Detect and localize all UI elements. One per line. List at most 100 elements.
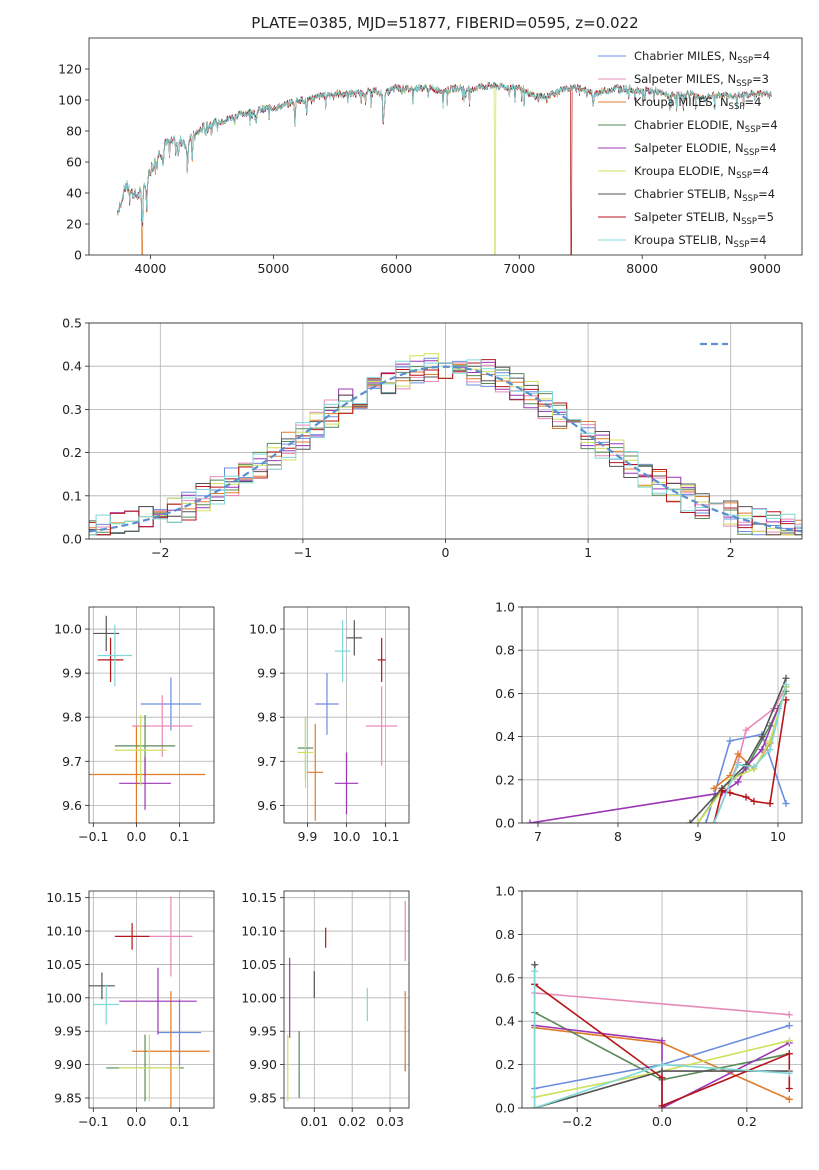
series-marker (750, 797, 758, 805)
legend-text: =5 (757, 210, 774, 224)
x-tick-label: 10 (770, 829, 786, 844)
spectrum-kroupa-stelib (116, 81, 772, 224)
series-marker (782, 681, 790, 689)
series-marker (742, 726, 750, 734)
series-marker (726, 737, 734, 745)
axes-frame (283, 890, 410, 1109)
legend-sub: SSP (737, 56, 753, 66)
x-tick-label: −1 (294, 545, 312, 560)
histogram-salpeter-stelib (89, 359, 802, 536)
y-tick-label: 0.4 (62, 359, 82, 374)
y-tick-label: 60 (66, 155, 82, 170)
plot-area (89, 615, 206, 823)
series-marker (702, 819, 710, 823)
y-tick-label: 9.95 (249, 1024, 277, 1039)
histogram-kroupa-stelib (89, 359, 802, 536)
y-tick-label: 10.05 (241, 957, 277, 972)
series-marker (785, 1050, 793, 1058)
y-tick-label: 0.4 (495, 1014, 515, 1029)
legend-text: =4 (761, 118, 778, 132)
legend-label-salpeter-elodie: Salpeter ELODIE, NSSP=4 (634, 141, 777, 158)
axes-frame (88, 37, 803, 256)
plot-area (116, 81, 772, 255)
series-line (533, 971, 790, 1108)
y-tick-label: 9.9 (257, 666, 277, 681)
y-tick-label: 10.05 (46, 957, 82, 972)
y-tick-label: 1.0 (495, 884, 515, 899)
y-tick-label: 0.5 (62, 316, 82, 331)
y-tick-label: 9.95 (54, 1024, 82, 1039)
panel-age_vs_Z: −0.1 0.0 0.1 9.6 9.7 9.8 9.9 10.0 (54, 606, 215, 844)
series-marker (734, 750, 742, 758)
series-marker (758, 733, 766, 741)
legend-label-chabrier-miles: Chabrier MILES, NSSP=4 (634, 49, 770, 66)
plot-area (297, 620, 398, 821)
point-kroupa-elodie (297, 717, 314, 788)
series-line (534, 992, 790, 1016)
x-tick-label: 0.0 (126, 1114, 146, 1129)
normal-curve (89, 365, 802, 533)
legend-sub: SSP (742, 194, 758, 204)
y-tick-label: 9.8 (62, 710, 82, 725)
point-kroupa-stelib (334, 620, 351, 682)
panel-weight_vs_age: 7 8 9 10 0.0 0.2 0.4 0.6 0.8 1.0 (495, 600, 803, 844)
point-salpeter-stelib (114, 923, 150, 950)
legend-text: Chabrier STELIB, N (634, 187, 742, 201)
x-tick-label: 9 (694, 829, 702, 844)
y-tick-label: 9.7 (257, 754, 277, 769)
legend-text: Salpeter STELIB, N (634, 210, 741, 224)
y-tick-label: 9.85 (249, 1090, 277, 1105)
series-marker (658, 1074, 666, 1082)
point-salpeter-elodie (334, 752, 359, 815)
point-salpeter-stelib (377, 637, 386, 682)
x-tick-label: −0.1 (78, 1114, 108, 1129)
panel-weight_vs_Z: −0.2 0.0 0.2 0.0 0.2 0.4 0.6 0.8 1.0 (495, 884, 803, 1129)
panel-mass_vs_Z: −0.1 0.0 0.1 9.85 9.90 9.95 10.00 10.05 10.10 10.… (46, 890, 215, 1129)
series-marker (526, 819, 534, 823)
legend-text: Kroupa MILES, N (634, 95, 729, 109)
series-marker (782, 800, 790, 808)
point-salpeter-miles (366, 686, 398, 766)
plot-area (526, 674, 790, 823)
point-salpeter-miles (149, 896, 193, 977)
axes-frame (283, 606, 410, 824)
point-chabrier-stelib (89, 972, 115, 1000)
series-kroupa-stelib (531, 967, 793, 1108)
x-tick-label: 2 (727, 545, 735, 560)
legend-text: =4 (760, 141, 777, 155)
legend-text: Chabrier MILES, N (634, 49, 737, 63)
y-tick-label: 9.90 (249, 1057, 277, 1072)
legend-text: Salpeter MILES, N (634, 72, 736, 86)
series-kroupa-stelib (710, 681, 790, 823)
x-tick-label: 6000 (380, 261, 412, 276)
x-tick-label: −2 (151, 545, 169, 560)
y-tick-label: 0.6 (495, 686, 515, 701)
axes-frame (88, 322, 803, 540)
point-kroupa-miles (89, 726, 206, 823)
figure-title: PLATE=0385, MJD=51877, FIBERID=0595, z=0… (251, 14, 638, 32)
legend-label-kroupa-elodie: Kroupa ELODIE, NSSP=4 (634, 164, 769, 181)
axes-frame (88, 606, 215, 824)
series-chabrier-miles (702, 730, 790, 823)
point-kroupa-stelib (93, 984, 120, 1025)
series-marker (686, 819, 694, 823)
y-tick-label: 0.8 (495, 643, 515, 658)
legend-label-kroupa-stelib: Kroupa STELIB, NSSP=4 (634, 233, 766, 250)
series-marker (742, 793, 750, 801)
point-kroupa-stelib (97, 624, 133, 687)
axes-frame (521, 890, 803, 1109)
x-tick-label: 4000 (135, 261, 167, 276)
series-marker (658, 1061, 666, 1069)
plot-area (89, 896, 210, 1108)
x-tick-label: 10.1 (372, 829, 400, 844)
series-marker (710, 819, 718, 823)
y-tick-label: 9.85 (54, 1090, 82, 1105)
series-marker (782, 696, 790, 704)
legend-label-salpeter-stelib: Salpeter STELIB, NSSP=5 (634, 210, 774, 227)
y-tick-label: 10.15 (241, 890, 277, 905)
legend-sub: SSP (736, 79, 752, 89)
legend-sub: SSP (736, 171, 752, 181)
y-tick-label: 0.6 (495, 970, 515, 985)
y-tick-label: 10.10 (46, 924, 82, 939)
